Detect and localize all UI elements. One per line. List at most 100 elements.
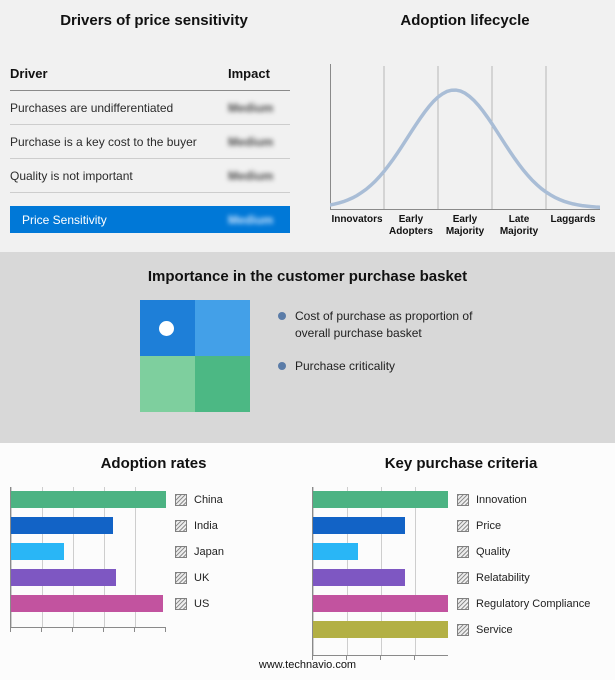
bar-price [313,517,405,534]
bell-curve [328,88,602,209]
bullet-text: Cost of purchase as proportion of overal… [295,309,473,340]
position-marker-dot [159,321,174,336]
legend-swatch-icon [175,520,187,532]
legend-item: China [175,487,224,513]
lifecycle-stage-labels: Innovators Early Adopters Early Majority La… [330,214,600,237]
drivers-table-header: Driver Impact [10,60,290,91]
bar-quality [313,543,358,560]
legend-swatch-icon [175,572,187,584]
criteria-plot [312,487,448,656]
bullet-item: Purchase criticality [278,358,483,375]
legend-item: Japan [175,539,224,565]
basket-section: Importance in the customer purchase bask… [0,252,615,443]
legend-item: Innovation [457,487,590,513]
bar-innovation [313,491,448,508]
stage-label: Laggards [550,214,596,225]
bar-us [11,595,163,612]
bullet-dot [278,312,286,320]
bar-india [11,517,114,534]
criteria-legend: Innovation Price Quality Relatability Regula… [457,487,590,643]
driver-row: Purchase is a key cost to the buyer Mediu… [10,125,290,159]
stage-label: Innovators [331,214,383,225]
legend-label: UK [194,572,210,584]
bar-china [11,491,166,508]
legend-label: Price [476,520,502,532]
adoption-axis-ticks [10,628,166,632]
impact-value-blurred: Medium [228,134,274,149]
stage-label: Early Majority [445,214,485,237]
legend-swatch-icon [457,624,469,636]
driver-row: Purchases are undifferentiated Medium [10,91,290,125]
lifecycle-curve-svg [328,64,602,210]
lifecycle-plot [328,64,602,210]
legend-swatch-icon [175,598,187,610]
quadrant-bottom-right [195,356,250,412]
driver-name: Purchases are undifferentiated [10,100,174,115]
legend-item: Regulatory Compliance [457,591,590,617]
basket-bullet-list: Cost of purchase as proportion of overal… [278,308,483,374]
legend-label: Quality [476,546,511,558]
price-sensitivity-impact-blurred: Medium [228,212,274,227]
bar-regulatory-compliance [313,595,448,612]
impact-value-blurred: Medium [228,168,274,183]
bar-service [313,621,448,638]
legend-label: Innovation [476,494,527,506]
bar-uk [11,569,117,586]
bar-japan [11,543,64,560]
legend-swatch-icon [175,494,187,506]
quadrant-top-left [140,300,195,356]
lifecycle-title: Adoption lifecycle [400,12,530,29]
legend-swatch-icon [457,520,469,532]
quadrant-top-right [195,300,250,356]
price-sensitivity-label: Price Sensitivity [22,212,107,227]
basket-title: Importance in the customer purchase bask… [147,268,468,285]
legend-swatch-icon [175,546,187,558]
stage-label: Late Majority [499,214,539,237]
bullet-item: Cost of purchase as proportion of overal… [278,308,483,342]
legend-label: Service [476,624,513,636]
legend-item: Service [457,617,590,643]
impact-value-blurred: Medium [228,100,274,115]
website-url: www.technavio.com [258,659,357,671]
criteria-axis-ticks [312,656,448,660]
legend-item: UK [175,565,224,591]
bottom-section: Adoption rates Key purchase criteria Chi… [0,443,615,680]
driver-column-header: Driver [10,66,48,81]
stage-label: Early Adopters [389,214,433,237]
legend-label: China [194,494,223,506]
legend-label: India [194,520,218,532]
driver-name: Purchase is a key cost to the buyer [10,134,197,149]
purchase-basket-quadrant [140,300,250,412]
legend-swatch-icon [457,494,469,506]
key-purchase-criteria-title: Key purchase criteria [384,455,538,472]
drivers-table: Driver Impact Purchases are undifferenti… [10,60,290,233]
lifecycle-gridlines [383,66,547,209]
adoption-legend: China India Japan UK US [175,487,224,617]
legend-item: Relatability [457,565,590,591]
adoption-rates-title: Adoption rates [100,455,207,472]
bullet-dot [278,361,286,370]
bar-relatability [313,569,405,586]
legend-label: Japan [194,546,224,558]
legend-item: US [175,591,224,617]
legend-label: US [194,598,210,610]
adoption-rates-plot [10,487,166,628]
legend-swatch-icon [457,572,469,584]
driver-row: Quality is not important Medium [10,159,290,193]
legend-label: Relatability [476,572,530,584]
legend-item: Quality [457,539,590,565]
legend-item: India [175,513,224,539]
drivers-title: Drivers of price sensitivity [60,12,248,29]
bullet-text: Purchase criticality [295,358,396,373]
impact-column-header: Impact [228,66,270,81]
drivers-table-rows: Purchases are undifferentiated Medium Purc… [10,91,290,193]
legend-item: Price [457,513,590,539]
price-sensitivity-row: Price Sensitivity Medium [10,206,290,233]
legend-label: Regulatory Compliance [476,598,591,610]
legend-swatch-icon [457,598,469,610]
quadrant-bottom-left [140,356,195,412]
top-section: Drivers of price sensitivity Adoption li… [0,0,615,252]
legend-swatch-icon [457,546,469,558]
driver-name: Quality is not important [10,168,133,183]
